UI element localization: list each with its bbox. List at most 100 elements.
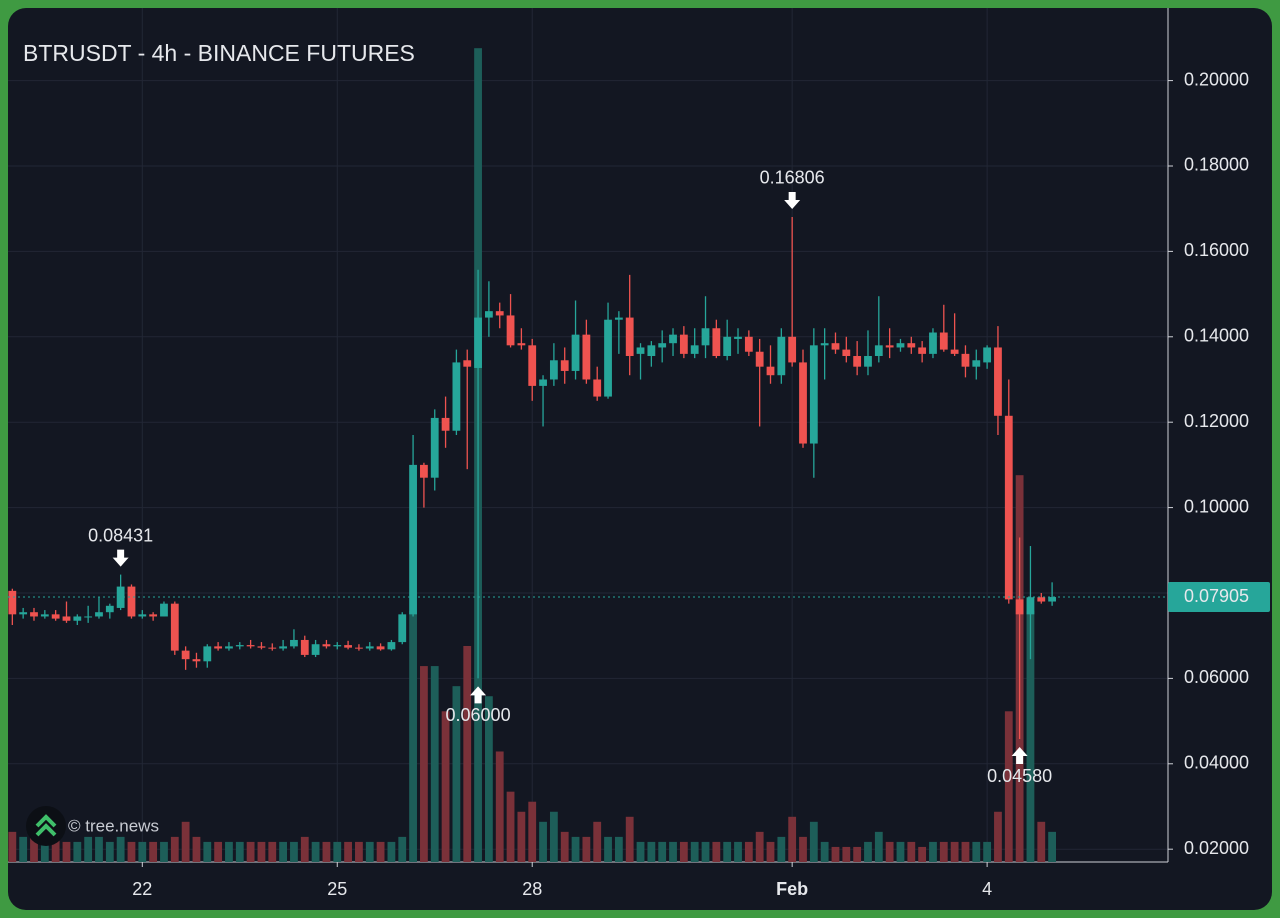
- candle-body: [105, 605, 114, 613]
- candle-body: [712, 328, 721, 357]
- volume-bar: [929, 841, 937, 862]
- volume-bar: [30, 831, 38, 862]
- candle-body: [799, 362, 807, 444]
- volume-bar: [279, 841, 288, 862]
- candle-body: [268, 647, 277, 649]
- volume-bar: [62, 841, 71, 862]
- volume-bar: [961, 841, 970, 862]
- candle-body: [582, 334, 591, 380]
- candle-body: [149, 614, 158, 617]
- candle-body: [549, 360, 558, 380]
- candle-body: [690, 345, 699, 354]
- candle-body: [636, 347, 645, 354]
- candle-body: [452, 362, 461, 431]
- volume-bar: [766, 841, 775, 862]
- volume-bar: [257, 841, 266, 862]
- volume-bar: [333, 841, 342, 862]
- candle-body: [853, 356, 862, 367]
- volume-bar: [723, 841, 732, 862]
- volume-bar: [799, 836, 807, 862]
- volume-bar: [355, 841, 363, 862]
- volume-bar: [376, 841, 385, 862]
- candle-body: [777, 336, 786, 376]
- candle-body: [560, 360, 569, 371]
- candle-body: [669, 334, 677, 344]
- candle-body: [398, 614, 407, 643]
- volume-bar: [549, 811, 558, 862]
- volume-bar: [744, 841, 753, 862]
- candle-body: [311, 644, 320, 655]
- candle-body: [84, 616, 93, 618]
- candle-body: [430, 417, 439, 478]
- candle-body: [344, 645, 352, 648]
- candle-body: [160, 603, 168, 617]
- candle-body: [593, 379, 602, 397]
- candle-body: [40, 614, 49, 617]
- annotation-arrow: [1011, 747, 1028, 765]
- volume-bar: [658, 841, 667, 862]
- y-tick-label: 0.02000: [1184, 838, 1249, 858]
- volume-bar: [679, 841, 688, 862]
- volume-bar: [560, 831, 569, 862]
- x-tick-label: 28: [522, 879, 542, 899]
- candle-body: [1015, 599, 1024, 615]
- volume-bar: [842, 846, 851, 862]
- candle-body: [203, 646, 212, 662]
- candle-body: [950, 349, 959, 354]
- volume-bar: [874, 831, 883, 862]
- volume-bar: [40, 836, 49, 862]
- volume-bar: [669, 841, 677, 862]
- chart-frame: [8, 8, 1272, 910]
- candle-body: [484, 311, 493, 318]
- volume-bar: [539, 821, 547, 862]
- annotation-arrow: [112, 549, 129, 567]
- volume-bar: [51, 836, 60, 862]
- volume-bar: [170, 836, 179, 862]
- candle-body: [8, 590, 17, 615]
- candle-body: [961, 353, 970, 367]
- candle-body: [766, 366, 775, 376]
- annotation-label: 0.16806: [760, 168, 825, 188]
- volume-bar: [788, 816, 797, 862]
- candle-body: [138, 614, 147, 617]
- candle-body: [290, 639, 298, 647]
- candle-body: [246, 645, 255, 647]
- volume-bar: [430, 666, 439, 862]
- candle-body: [528, 345, 537, 386]
- volume-bar: [1037, 821, 1046, 862]
- volume-bar: [235, 841, 244, 862]
- x-tick-label: Feb: [776, 879, 808, 899]
- candle-body: [614, 317, 623, 320]
- volume-bar: [1004, 711, 1013, 862]
- candle-body: [983, 347, 992, 363]
- volume-bar: [95, 836, 103, 862]
- candle-body: [116, 586, 125, 608]
- watermark-chevron: [35, 814, 57, 837]
- x-tick-label: 25: [327, 879, 347, 899]
- candle-body: [181, 650, 190, 660]
- candle-body: [30, 612, 38, 617]
- candle-body: [225, 646, 233, 649]
- y-tick-label: 0.04000: [1184, 753, 1249, 773]
- volume-bar: [777, 836, 786, 862]
- volume-bar: [105, 841, 114, 862]
- chart-title: BTRUSDT - 4h - BINANCE FUTURES: [23, 40, 415, 66]
- volume-bar: [398, 836, 407, 862]
- volume-bar: [84, 836, 93, 862]
- volume-bar: [1026, 610, 1035, 862]
- last-price-box: [1168, 582, 1270, 613]
- volume-bar: [420, 666, 428, 862]
- volume-bar: [1048, 831, 1057, 862]
- annotation-label: 0.08431: [88, 525, 153, 545]
- candle-body: [1037, 597, 1046, 602]
- candle-body: [51, 614, 60, 619]
- volume-bar: [181, 821, 190, 862]
- candle-body: [387, 642, 396, 650]
- y-tick-label: 0.12000: [1184, 411, 1249, 431]
- volume-bar: [614, 836, 623, 862]
- y-tick-label: 0.10000: [1184, 496, 1249, 516]
- candle-body: [918, 347, 927, 354]
- candle-body: [441, 417, 450, 431]
